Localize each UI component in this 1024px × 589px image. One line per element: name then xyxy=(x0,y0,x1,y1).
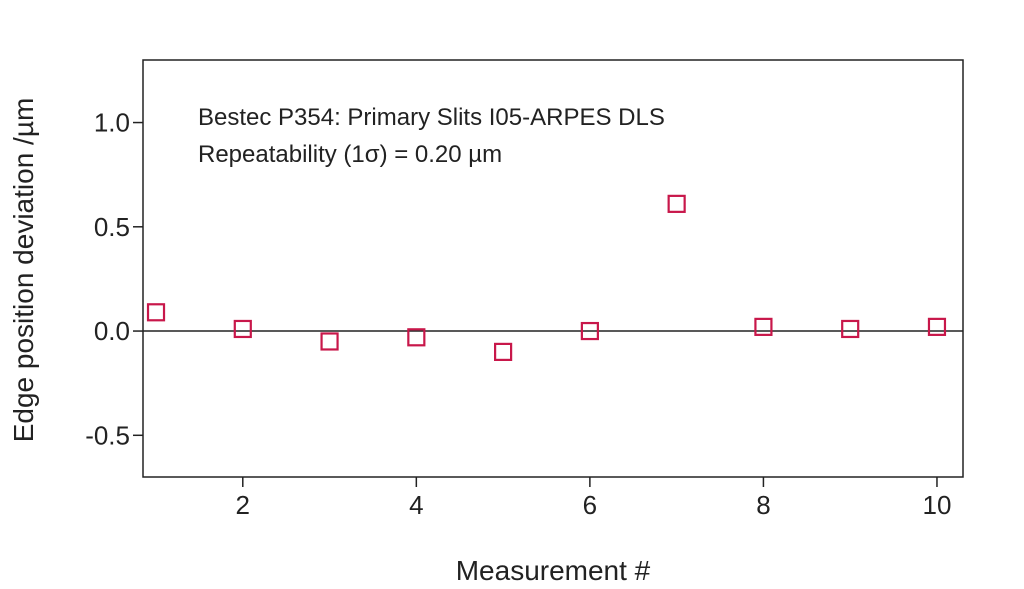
data-points xyxy=(146,194,947,361)
y-tick-label: 0.0 xyxy=(94,316,130,346)
y-axis-label: Edge position deviation /µm xyxy=(8,98,39,443)
data-point xyxy=(233,319,252,339)
data-point xyxy=(580,321,599,341)
x-axis: 2 4 6 8 10 xyxy=(236,477,952,520)
data-point xyxy=(320,332,339,351)
data-point xyxy=(667,194,686,213)
x-tick-label: 4 xyxy=(409,490,423,520)
x-tick-label: 8 xyxy=(756,490,770,520)
data-point xyxy=(146,303,166,322)
data-point xyxy=(407,328,426,347)
x-tick-label: 10 xyxy=(923,490,952,520)
data-point xyxy=(841,319,860,339)
y-axis: 1.0 0.5 0.0 -0.5 xyxy=(85,108,143,450)
x-tick-label: 6 xyxy=(583,490,597,520)
x-tick-label: 2 xyxy=(236,490,250,520)
y-tick-label: 0.5 xyxy=(94,212,130,242)
annotation-line-2: Repeatability (1σ) = 0.20 µm xyxy=(198,141,502,168)
x-axis-label: Measurement # xyxy=(456,555,651,586)
data-point xyxy=(927,317,947,336)
data-point xyxy=(494,342,513,361)
data-point xyxy=(754,317,773,336)
plot-frame xyxy=(142,59,964,478)
y-tick-label: 1.0 xyxy=(94,108,130,138)
annotation-line-1: Bestec P354: Primary Slits I05-ARPES DLS xyxy=(198,104,665,131)
y-tick-label: -0.5 xyxy=(85,420,130,450)
